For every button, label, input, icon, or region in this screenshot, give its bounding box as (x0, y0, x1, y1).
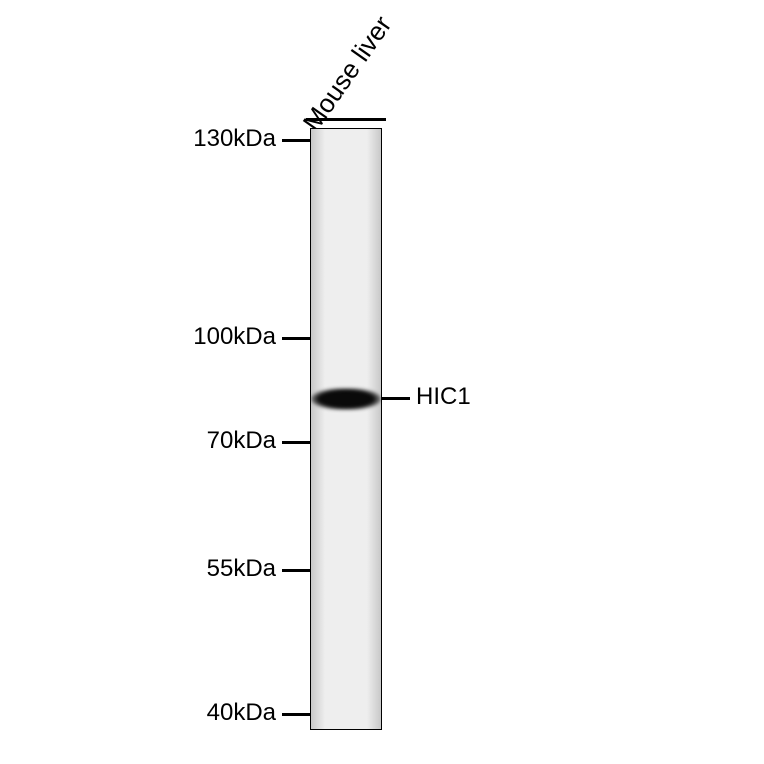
mw-marker-label: 70kDa (207, 427, 276, 455)
mw-marker-tick (282, 569, 310, 572)
blot-figure: Mouse liver 130kDa100kDa70kDa55kDa40kDa … (0, 0, 764, 764)
band-label-text: HIC1 (416, 383, 471, 411)
mw-marker-label: 100kDa (193, 323, 276, 351)
lane-header-underline (306, 118, 386, 121)
mw-marker-label: 55kDa (207, 555, 276, 583)
mw-marker-tick (282, 139, 310, 142)
mw-marker-tick (282, 441, 310, 444)
protein-band (311, 388, 381, 410)
mw-marker-label: 130kDa (193, 125, 276, 153)
band-label-tick (382, 397, 410, 400)
gel-lane-background (311, 129, 381, 729)
mw-marker-tick (282, 713, 310, 716)
mw-marker-label: 40kDa (207, 699, 276, 727)
gel-lane (310, 128, 382, 730)
mw-marker-tick (282, 337, 310, 340)
